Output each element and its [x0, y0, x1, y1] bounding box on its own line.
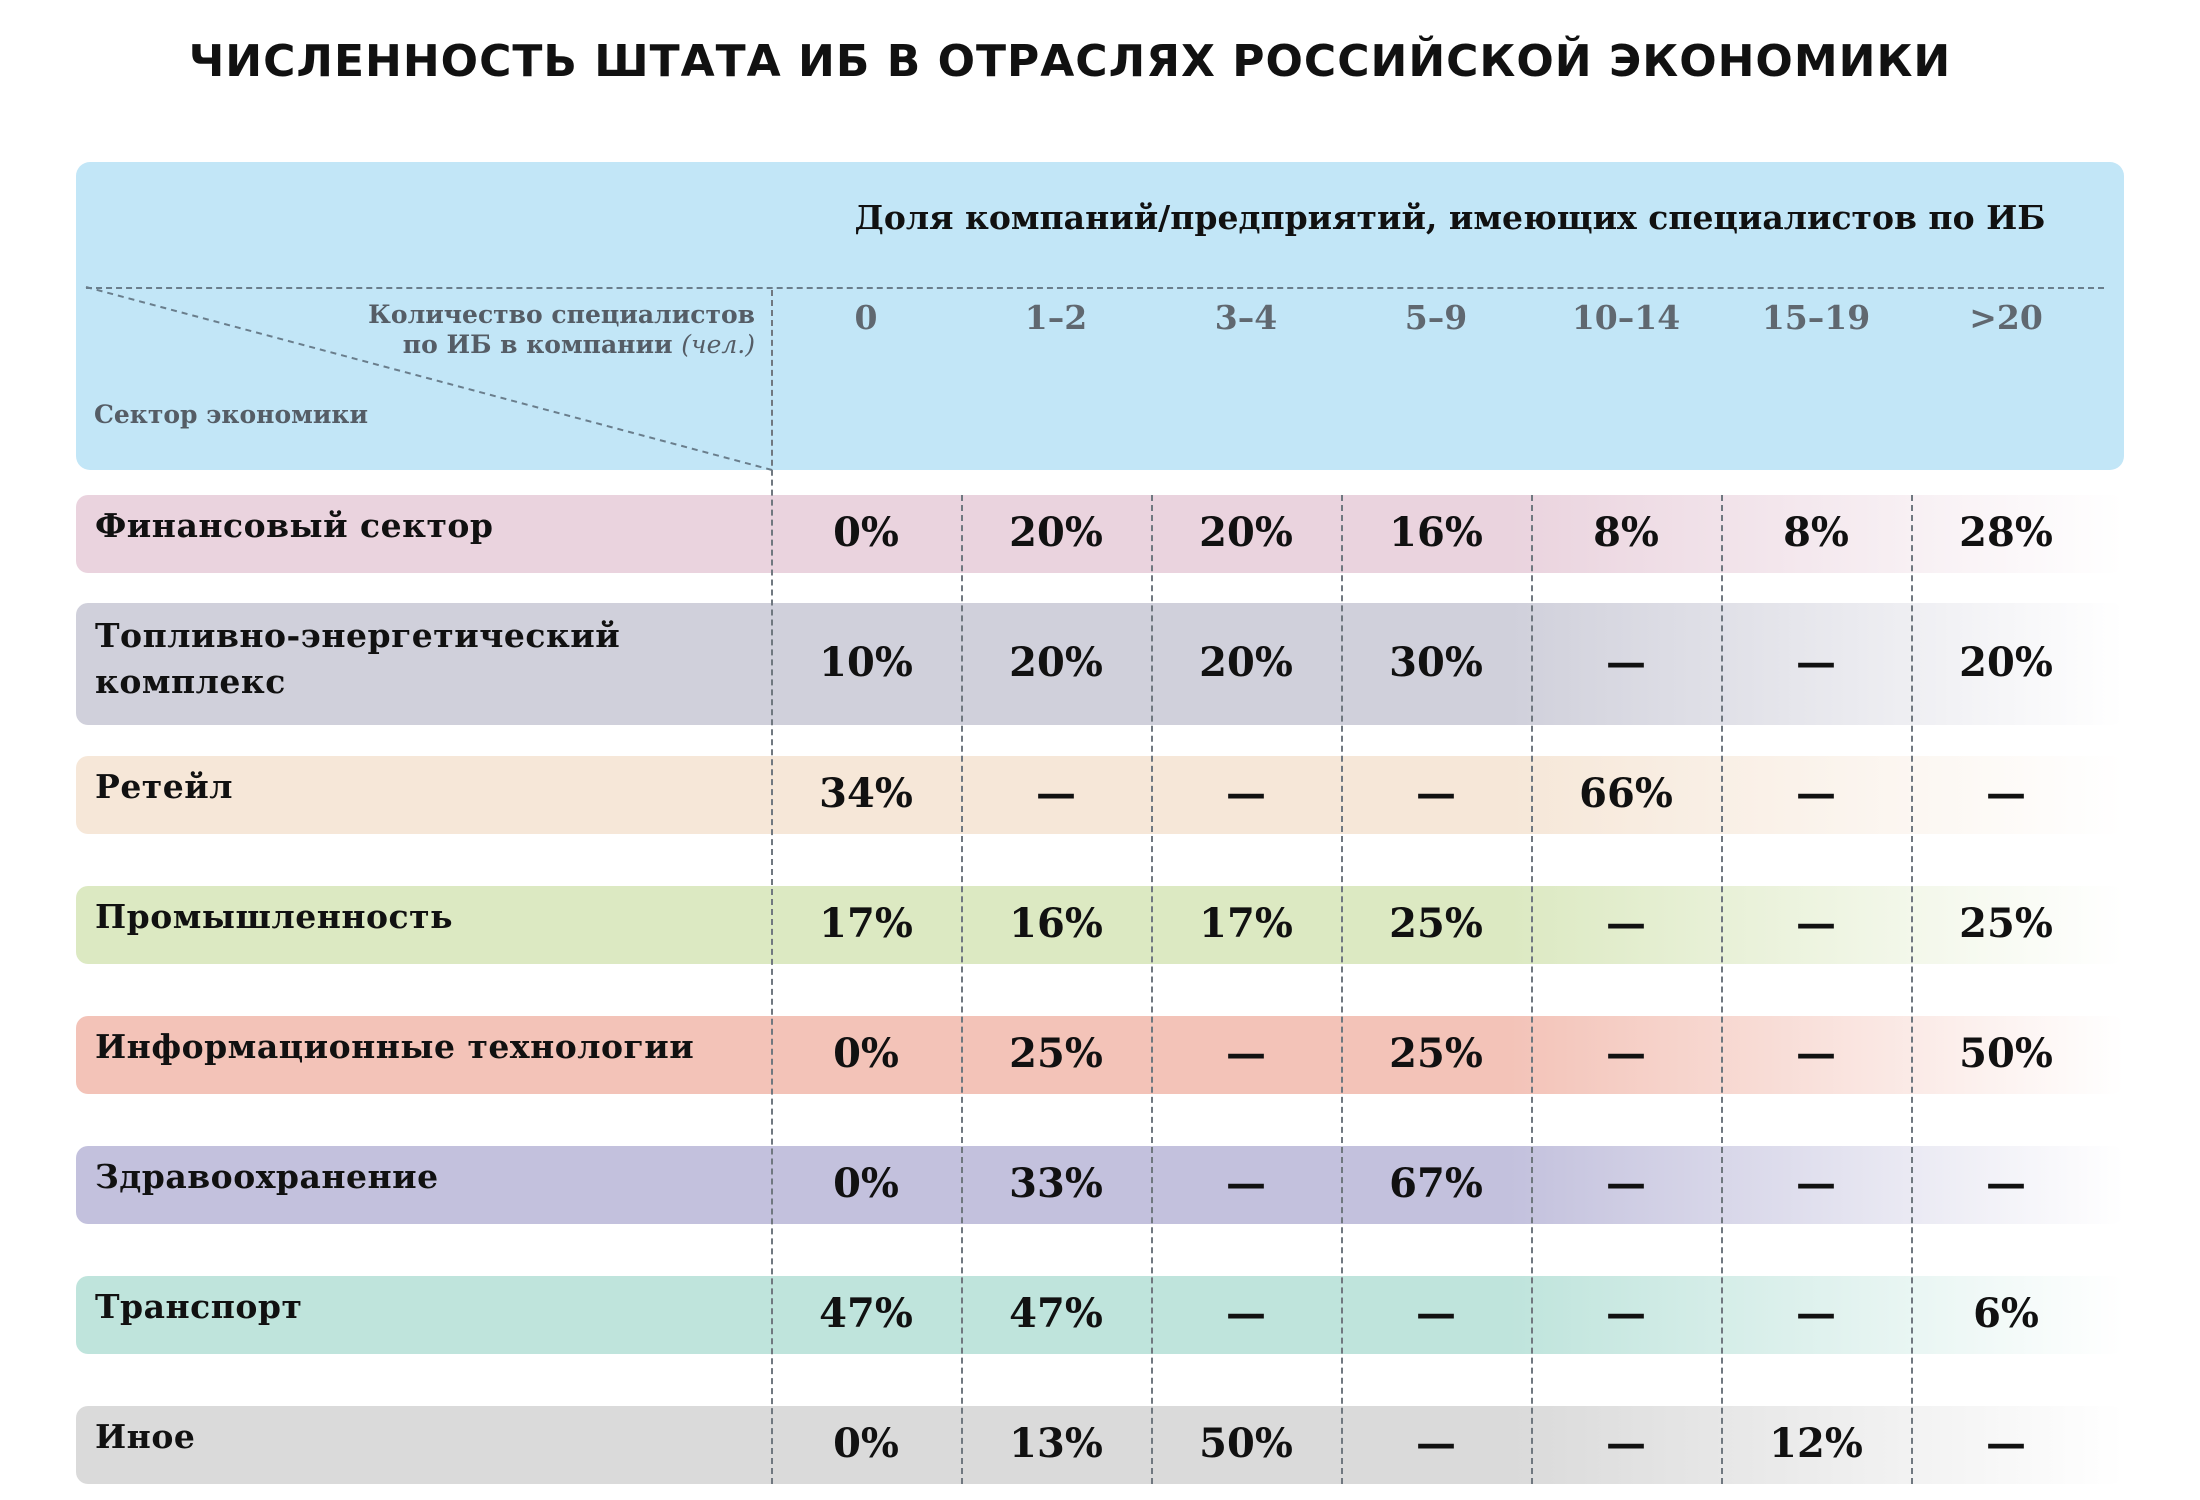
table-cell: 20%	[1959, 639, 2053, 686]
column-separator	[1151, 495, 1153, 1484]
column-header: 15–19	[1761, 298, 1871, 337]
table-cell: 47%	[1009, 1290, 1103, 1337]
table-cell: 17%	[819, 900, 913, 947]
table-cell: 13%	[1009, 1420, 1103, 1467]
table-cell: 6%	[1973, 1290, 2039, 1337]
column-separator	[771, 290, 773, 1484]
column-header: >20	[1969, 298, 2043, 337]
table-cell: 0%	[833, 1420, 899, 1467]
table-cell: —	[1606, 1160, 1646, 1207]
row-background	[76, 1276, 2124, 1354]
table-cell: 16%	[1389, 509, 1483, 556]
table-cell: 10%	[819, 639, 913, 686]
table-cell: 33%	[1009, 1160, 1103, 1207]
table-cell: —	[1986, 1420, 2026, 1467]
header-divider	[86, 287, 2104, 289]
row-background	[76, 603, 2124, 725]
page-title: ЧИСЛЕННОСТЬ ШТАТА ИБ В ОТРАСЛЯХ РОССИЙСК…	[188, 36, 1952, 87]
table-cell: 34%	[819, 770, 913, 817]
table-cell: —	[1796, 900, 1836, 947]
corner-count-line1: Количество специалистов	[368, 300, 755, 329]
table-cell: 20%	[1199, 509, 1293, 556]
table-cell: —	[1226, 770, 1266, 817]
table-cell: —	[1036, 770, 1076, 817]
table-cell: 50%	[1199, 1420, 1293, 1467]
table-cell: —	[1226, 1290, 1266, 1337]
column-header: 0	[854, 298, 878, 337]
row-sector-label: Транспорт	[95, 1287, 303, 1326]
row-background	[76, 1146, 2124, 1224]
table-cell: —	[1986, 1160, 2026, 1207]
table-cell: 25%	[1959, 900, 2053, 947]
table-cell: 30%	[1389, 639, 1483, 686]
table-cell: 25%	[1009, 1030, 1103, 1077]
row-sector-label: Финансовый сектор	[95, 506, 494, 545]
row-sector-label: Промышленность	[95, 897, 453, 936]
corner-count-line2: по ИБ в компании	[402, 330, 673, 359]
column-separator	[1721, 495, 1723, 1484]
column-separator	[1531, 495, 1533, 1484]
row-background	[76, 1016, 2124, 1094]
column-separator	[1341, 495, 1343, 1484]
table-cell: 8%	[1783, 509, 1849, 556]
row-background	[76, 495, 2124, 573]
table-cell: —	[1796, 1030, 1836, 1077]
column-header: 1–2	[1024, 298, 1088, 337]
column-header: 10–14	[1571, 298, 1681, 337]
table-cell: 67%	[1389, 1160, 1483, 1207]
table-cell: —	[1606, 1290, 1646, 1337]
row-background	[76, 886, 2124, 964]
column-separator	[961, 495, 963, 1484]
table-cell: —	[1796, 639, 1836, 686]
table-cell: —	[1606, 900, 1646, 947]
table-cell: 0%	[833, 509, 899, 556]
table-cell: —	[1796, 1160, 1836, 1207]
row-sector-label: Топливно-энергетический комплекс	[95, 613, 620, 705]
column-header: 5–9	[1404, 298, 1468, 337]
table-cell: —	[1226, 1160, 1266, 1207]
table-cell: —	[1606, 1420, 1646, 1467]
row-background	[76, 756, 2124, 834]
table-cell: 50%	[1959, 1030, 2053, 1077]
table-cell: 47%	[819, 1290, 913, 1337]
table-cell: —	[1416, 1290, 1456, 1337]
row-background	[76, 1406, 2124, 1484]
header-panel	[76, 162, 2124, 470]
table-cell: 12%	[1769, 1420, 1863, 1467]
row-sector-label-line: Топливно-энергетический	[95, 616, 621, 655]
row-sector-label-line: комплекс	[95, 662, 286, 701]
column-header: 3–4	[1214, 298, 1278, 337]
table-cell: —	[1606, 1030, 1646, 1077]
table-cell: 25%	[1389, 1030, 1483, 1077]
table-cell: 0%	[833, 1030, 899, 1077]
table-cell: —	[1796, 770, 1836, 817]
table-cell: —	[1416, 770, 1456, 817]
table-cell: 66%	[1579, 770, 1673, 817]
table-cell: —	[1986, 770, 2026, 817]
header-super-label: Доля компаний/предприятий, имеющих специ…	[854, 198, 2046, 237]
row-sector-label: Иное	[95, 1417, 196, 1456]
corner-count-unit: (чел.)	[681, 330, 755, 359]
column-separator	[1911, 495, 1913, 1484]
table-cell: —	[1796, 1290, 1836, 1337]
row-sector-label: Здравоохранение	[95, 1157, 439, 1196]
corner-sector-label: Сектор экономики	[94, 400, 368, 429]
table-cell: 20%	[1009, 639, 1103, 686]
table-cell: 16%	[1009, 900, 1103, 947]
table-cell: 0%	[833, 1160, 899, 1207]
table-cell: 28%	[1959, 509, 2053, 556]
table-cell: —	[1416, 1420, 1456, 1467]
table-cell: 17%	[1199, 900, 1293, 947]
row-sector-label: Информационные технологии	[95, 1027, 695, 1066]
corner-count-label: Количество специалистов по ИБ в компании…	[270, 300, 755, 360]
table-cell: —	[1606, 639, 1646, 686]
table-cell: 20%	[1009, 509, 1103, 556]
table-cell: 25%	[1389, 900, 1483, 947]
table-cell: 20%	[1199, 639, 1293, 686]
table-cell: 8%	[1593, 509, 1659, 556]
row-sector-label: Ретейл	[95, 767, 233, 806]
table-cell: —	[1226, 1030, 1266, 1077]
